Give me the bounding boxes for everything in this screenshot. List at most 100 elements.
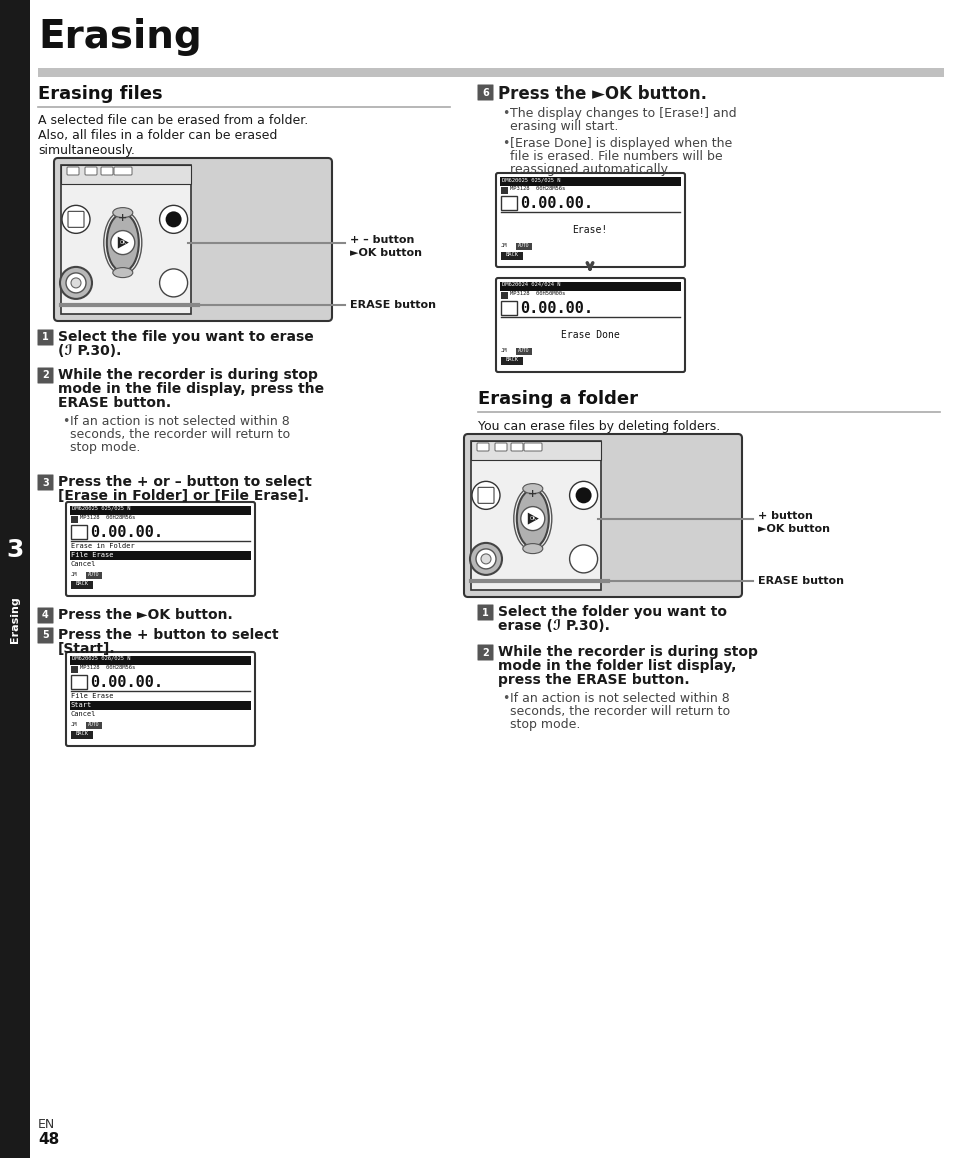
FancyBboxPatch shape bbox=[37, 367, 53, 383]
FancyBboxPatch shape bbox=[477, 488, 494, 504]
FancyBboxPatch shape bbox=[101, 167, 112, 175]
Text: seconds, the recorder will return to: seconds, the recorder will return to bbox=[510, 705, 729, 718]
FancyBboxPatch shape bbox=[477, 645, 493, 660]
Text: Erasing: Erasing bbox=[38, 19, 201, 56]
Bar bbox=[70, 515, 251, 525]
Bar bbox=[38, 68, 943, 76]
Bar bbox=[71, 675, 87, 689]
FancyBboxPatch shape bbox=[37, 475, 53, 491]
Text: reassigned automatically.: reassigned automatically. bbox=[510, 163, 670, 176]
Text: stop mode.: stop mode. bbox=[70, 441, 140, 454]
Text: OK: OK bbox=[119, 240, 126, 245]
Text: AUTO: AUTO bbox=[517, 349, 529, 353]
Text: 1: 1 bbox=[42, 332, 49, 343]
Bar bbox=[70, 551, 251, 560]
Text: Press the ►OK button.: Press the ►OK button. bbox=[58, 608, 233, 622]
Text: While the recorder is during stop: While the recorder is during stop bbox=[58, 368, 317, 382]
Text: 2: 2 bbox=[42, 371, 49, 381]
Bar bbox=[499, 177, 680, 186]
Text: ERASE button: ERASE button bbox=[350, 300, 436, 309]
Circle shape bbox=[71, 278, 81, 288]
Ellipse shape bbox=[522, 484, 542, 493]
Text: While the recorder is during stop: While the recorder is during stop bbox=[497, 645, 757, 659]
Text: 0.00.00.: 0.00.00. bbox=[90, 525, 163, 540]
Bar bbox=[86, 572, 102, 579]
Bar bbox=[499, 186, 680, 195]
Text: File Erase: File Erase bbox=[71, 692, 113, 699]
FancyBboxPatch shape bbox=[37, 330, 53, 345]
FancyBboxPatch shape bbox=[67, 167, 79, 175]
Text: The display changes to [Erase!] and: The display changes to [Erase!] and bbox=[510, 107, 736, 120]
Bar bbox=[499, 283, 680, 291]
Circle shape bbox=[569, 545, 597, 573]
Text: BACK: BACK bbox=[75, 581, 89, 586]
Bar bbox=[471, 441, 600, 460]
Text: AUTO: AUTO bbox=[517, 243, 529, 248]
Circle shape bbox=[569, 482, 597, 510]
Text: Also, all files in a folder can be erased: Also, all files in a folder can be erase… bbox=[38, 129, 277, 142]
Bar bbox=[500, 196, 517, 210]
Ellipse shape bbox=[112, 267, 132, 278]
Text: AUTO: AUTO bbox=[89, 721, 100, 727]
FancyBboxPatch shape bbox=[54, 157, 332, 321]
Ellipse shape bbox=[517, 490, 548, 548]
Circle shape bbox=[520, 506, 544, 530]
Text: 0.00.00.: 0.00.00. bbox=[90, 675, 163, 690]
FancyBboxPatch shape bbox=[495, 444, 506, 450]
Text: 0.00.00.: 0.00.00. bbox=[519, 196, 593, 211]
Text: EN: EN bbox=[38, 1117, 55, 1131]
FancyBboxPatch shape bbox=[476, 444, 489, 450]
FancyBboxPatch shape bbox=[37, 608, 53, 623]
Ellipse shape bbox=[107, 213, 138, 272]
Circle shape bbox=[111, 230, 134, 255]
Text: Start: Start bbox=[71, 702, 92, 708]
Circle shape bbox=[66, 273, 86, 293]
Text: Erasing: Erasing bbox=[10, 596, 20, 644]
Text: [Erase Done] is displayed when the: [Erase Done] is displayed when the bbox=[510, 137, 732, 151]
Circle shape bbox=[480, 554, 491, 564]
Text: DM620025 025/025 N: DM620025 025/025 N bbox=[501, 177, 560, 182]
Text: [Start].: [Start]. bbox=[58, 642, 115, 655]
Text: If an action is not selected within 8: If an action is not selected within 8 bbox=[510, 692, 729, 705]
Text: JM: JM bbox=[71, 572, 77, 577]
Bar bbox=[71, 731, 92, 739]
Bar bbox=[500, 186, 507, 195]
Text: (ℐ P.30).: (ℐ P.30). bbox=[58, 344, 121, 358]
Text: Cancel: Cancel bbox=[71, 560, 96, 567]
Text: •: • bbox=[501, 137, 509, 151]
Bar bbox=[71, 581, 92, 589]
Text: 2: 2 bbox=[481, 647, 488, 658]
Text: Select the file you want to erase: Select the file you want to erase bbox=[58, 330, 314, 344]
Text: Cancel: Cancel bbox=[71, 711, 96, 717]
Text: MP3128  00H28M56s: MP3128 00H28M56s bbox=[80, 515, 135, 520]
Text: press the ERASE button.: press the ERASE button. bbox=[497, 673, 689, 687]
FancyBboxPatch shape bbox=[37, 628, 53, 644]
Text: A selected file can be erased from a folder.: A selected file can be erased from a fol… bbox=[38, 113, 308, 127]
Text: DM620024 024/024 N: DM620024 024/024 N bbox=[501, 283, 560, 287]
Circle shape bbox=[575, 488, 591, 504]
Text: Erase in Folder: Erase in Folder bbox=[71, 543, 134, 549]
FancyBboxPatch shape bbox=[113, 167, 132, 175]
Text: OK: OK bbox=[529, 516, 536, 521]
Text: Press the + or – button to select: Press the + or – button to select bbox=[58, 475, 312, 489]
Bar bbox=[70, 665, 251, 674]
Text: •: • bbox=[501, 692, 509, 705]
Bar bbox=[70, 655, 251, 665]
Text: If an action is not selected within 8: If an action is not selected within 8 bbox=[70, 415, 290, 428]
Text: JM: JM bbox=[71, 721, 77, 727]
Circle shape bbox=[166, 212, 181, 227]
Text: MP3128  00H28M56s: MP3128 00H28M56s bbox=[510, 186, 565, 191]
Bar bbox=[86, 721, 102, 730]
FancyBboxPatch shape bbox=[477, 604, 493, 621]
Bar bbox=[471, 441, 600, 589]
FancyBboxPatch shape bbox=[523, 444, 541, 450]
Text: BACK: BACK bbox=[505, 357, 518, 362]
Bar bbox=[71, 666, 78, 673]
Bar bbox=[499, 291, 680, 300]
Text: file is erased. File numbers will be: file is erased. File numbers will be bbox=[510, 151, 721, 163]
Text: mode in the folder list display,: mode in the folder list display, bbox=[497, 659, 736, 673]
Bar bbox=[500, 357, 522, 365]
Text: + button: + button bbox=[758, 511, 812, 521]
Polygon shape bbox=[117, 236, 129, 249]
Bar bbox=[71, 516, 78, 523]
